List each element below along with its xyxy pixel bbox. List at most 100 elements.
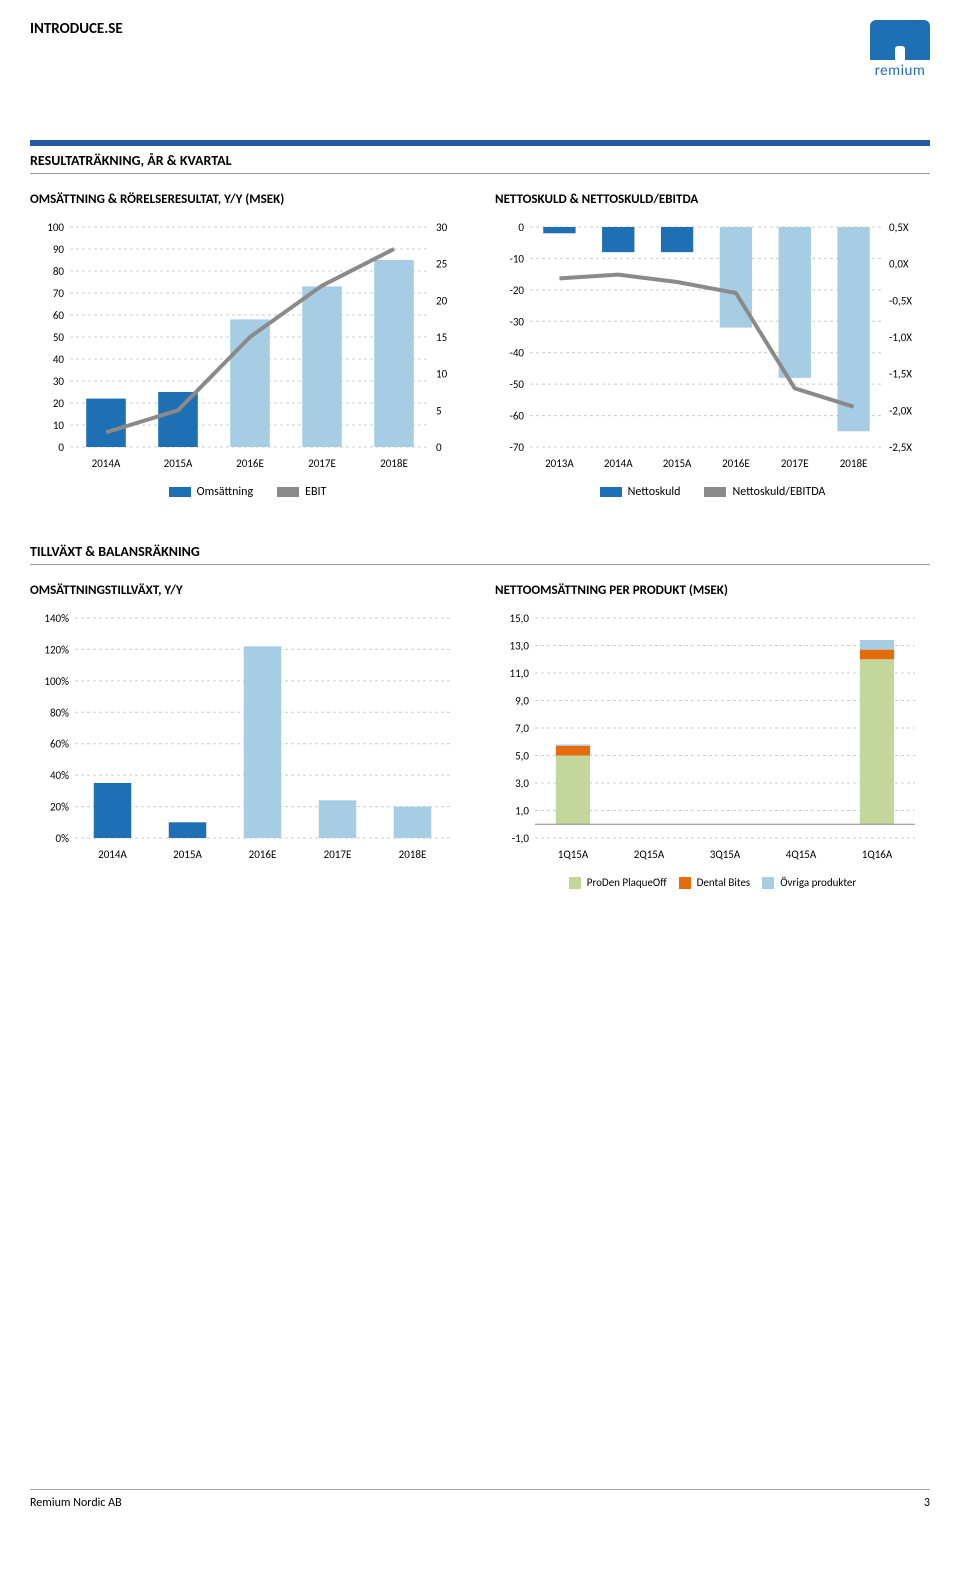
svg-text:70: 70 bbox=[53, 287, 65, 300]
legend-label: Nettoskuld bbox=[628, 485, 681, 499]
legend-swatch bbox=[169, 487, 191, 497]
svg-text:1Q15A: 1Q15A bbox=[558, 848, 589, 861]
svg-text:2017E: 2017E bbox=[781, 457, 809, 470]
svg-text:2018E: 2018E bbox=[380, 457, 408, 470]
svg-text:-60: -60 bbox=[509, 410, 524, 423]
section2-title: TILLVÄXT & BALANSRÄKNING bbox=[30, 539, 930, 565]
svg-text:140%: 140% bbox=[44, 612, 69, 625]
svg-text:40: 40 bbox=[53, 353, 65, 366]
svg-text:0,0X: 0,0X bbox=[889, 258, 909, 271]
svg-text:11,0: 11,0 bbox=[510, 667, 530, 680]
chart1-title: OMSÄTTNING & RÖRELSERESULTAT, Y/Y (MSEK) bbox=[30, 192, 465, 207]
chart1-legend: Omsättning EBIT bbox=[30, 485, 465, 499]
svg-text:60: 60 bbox=[53, 309, 65, 322]
chart2-title: NETTOSKULD & NETTOSKULD/EBITDA bbox=[495, 192, 930, 207]
svg-text:100%: 100% bbox=[44, 675, 69, 688]
legend-label: Dental Bites bbox=[697, 876, 751, 889]
svg-text:2014A: 2014A bbox=[92, 457, 121, 470]
chart1: 01020304050607080901000510152025302014A2… bbox=[30, 217, 460, 477]
svg-text:-1,5X: -1,5X bbox=[889, 368, 912, 381]
svg-text:2015A: 2015A bbox=[173, 848, 202, 861]
svg-text:3Q15A: 3Q15A bbox=[710, 848, 741, 861]
chart3-title: OMSÄTTNINGSTILLVÄXT, Y/Y bbox=[30, 583, 465, 598]
svg-text:2017E: 2017E bbox=[308, 457, 336, 470]
svg-text:10: 10 bbox=[436, 368, 448, 381]
svg-text:-50: -50 bbox=[509, 378, 524, 391]
svg-text:25: 25 bbox=[436, 258, 447, 271]
svg-text:-70: -70 bbox=[509, 441, 524, 454]
legend-swatch bbox=[277, 487, 299, 497]
footer-left: Remium Nordic AB bbox=[30, 1496, 122, 1510]
svg-text:-1,0: -1,0 bbox=[512, 832, 530, 845]
svg-text:4Q15A: 4Q15A bbox=[786, 848, 817, 861]
svg-text:2013A: 2013A bbox=[545, 457, 574, 470]
svg-text:0: 0 bbox=[518, 221, 524, 234]
svg-text:9,0: 9,0 bbox=[515, 695, 529, 708]
legend-label: Nettoskuld/EBITDA bbox=[732, 485, 825, 499]
section1-title: RESULTATRÄKNING, ÅR & KVARTAL bbox=[30, 148, 930, 174]
svg-text:-10: -10 bbox=[509, 252, 524, 265]
svg-text:-2,5X: -2,5X bbox=[889, 441, 912, 454]
svg-text:50: 50 bbox=[53, 331, 65, 344]
chart4-title: NETTOOMSÄTTNING PER PRODUKT (MSEK) bbox=[495, 583, 930, 598]
svg-text:2015A: 2015A bbox=[164, 457, 193, 470]
brand-text: INTRODUCE.SE bbox=[30, 20, 123, 38]
svg-text:7,0: 7,0 bbox=[515, 722, 529, 735]
legend-swatch bbox=[679, 877, 691, 889]
svg-text:60%: 60% bbox=[50, 738, 69, 751]
svg-text:0,5X: 0,5X bbox=[889, 221, 909, 234]
svg-text:80%: 80% bbox=[50, 706, 69, 719]
svg-text:2018E: 2018E bbox=[399, 848, 427, 861]
chart3: 0%20%40%60%80%100%120%140%2014A2015A2016… bbox=[30, 608, 460, 868]
svg-text:30: 30 bbox=[53, 375, 65, 388]
legend-label: ProDen PlaqueOff bbox=[587, 876, 667, 889]
legend-swatch bbox=[704, 487, 726, 497]
footer: Remium Nordic AB 3 bbox=[30, 1489, 930, 1510]
svg-text:-40: -40 bbox=[509, 347, 524, 360]
legend-label: Omsättning bbox=[197, 485, 253, 499]
svg-text:40%: 40% bbox=[50, 769, 69, 782]
remium-logo-icon bbox=[870, 20, 930, 60]
svg-text:2015A: 2015A bbox=[663, 457, 692, 470]
legend-label: Övriga produkter bbox=[780, 876, 856, 889]
svg-text:-20: -20 bbox=[509, 284, 524, 297]
chart4: -1,01,03,05,07,09,011,013,015,01Q15A2Q15… bbox=[495, 608, 925, 868]
chart4-legend: ProDen PlaqueOff Dental Bites Övriga pro… bbox=[495, 876, 930, 889]
svg-text:80: 80 bbox=[53, 265, 65, 278]
svg-text:10: 10 bbox=[53, 419, 65, 432]
svg-text:2018E: 2018E bbox=[840, 457, 868, 470]
svg-text:2016E: 2016E bbox=[236, 457, 264, 470]
svg-text:2014A: 2014A bbox=[604, 457, 633, 470]
svg-text:2017E: 2017E bbox=[324, 848, 352, 861]
svg-text:90: 90 bbox=[53, 243, 65, 256]
svg-text:100: 100 bbox=[47, 221, 64, 234]
svg-text:0: 0 bbox=[436, 441, 442, 454]
svg-text:0%: 0% bbox=[56, 832, 70, 845]
legend-label: EBIT bbox=[305, 485, 326, 499]
logo-text: remium bbox=[870, 62, 930, 80]
svg-text:1,0: 1,0 bbox=[515, 805, 529, 818]
svg-text:0: 0 bbox=[58, 441, 64, 454]
svg-text:-1,0X: -1,0X bbox=[889, 331, 912, 344]
svg-text:2016E: 2016E bbox=[249, 848, 277, 861]
svg-text:15,0: 15,0 bbox=[510, 612, 530, 625]
svg-text:2Q15A: 2Q15A bbox=[634, 848, 665, 861]
page-header: INTRODUCE.SE remium bbox=[30, 20, 930, 80]
logo: remium bbox=[870, 20, 930, 80]
footer-right: 3 bbox=[924, 1496, 930, 1510]
legend-swatch bbox=[569, 877, 581, 889]
svg-text:15: 15 bbox=[436, 331, 447, 344]
svg-text:1Q16A: 1Q16A bbox=[862, 848, 893, 861]
svg-text:-2,0X: -2,0X bbox=[889, 404, 912, 417]
legend-swatch bbox=[600, 487, 622, 497]
svg-text:20%: 20% bbox=[50, 801, 69, 814]
legend-swatch bbox=[762, 877, 774, 889]
section-rule bbox=[30, 140, 930, 146]
svg-text:2016E: 2016E bbox=[722, 457, 750, 470]
svg-text:20: 20 bbox=[53, 397, 65, 410]
svg-text:30: 30 bbox=[436, 221, 448, 234]
svg-text:13,0: 13,0 bbox=[510, 640, 530, 653]
svg-text:120%: 120% bbox=[44, 643, 69, 656]
chart2-legend: Nettoskuld Nettoskuld/EBITDA bbox=[495, 485, 930, 499]
svg-text:3,0: 3,0 bbox=[515, 777, 529, 790]
